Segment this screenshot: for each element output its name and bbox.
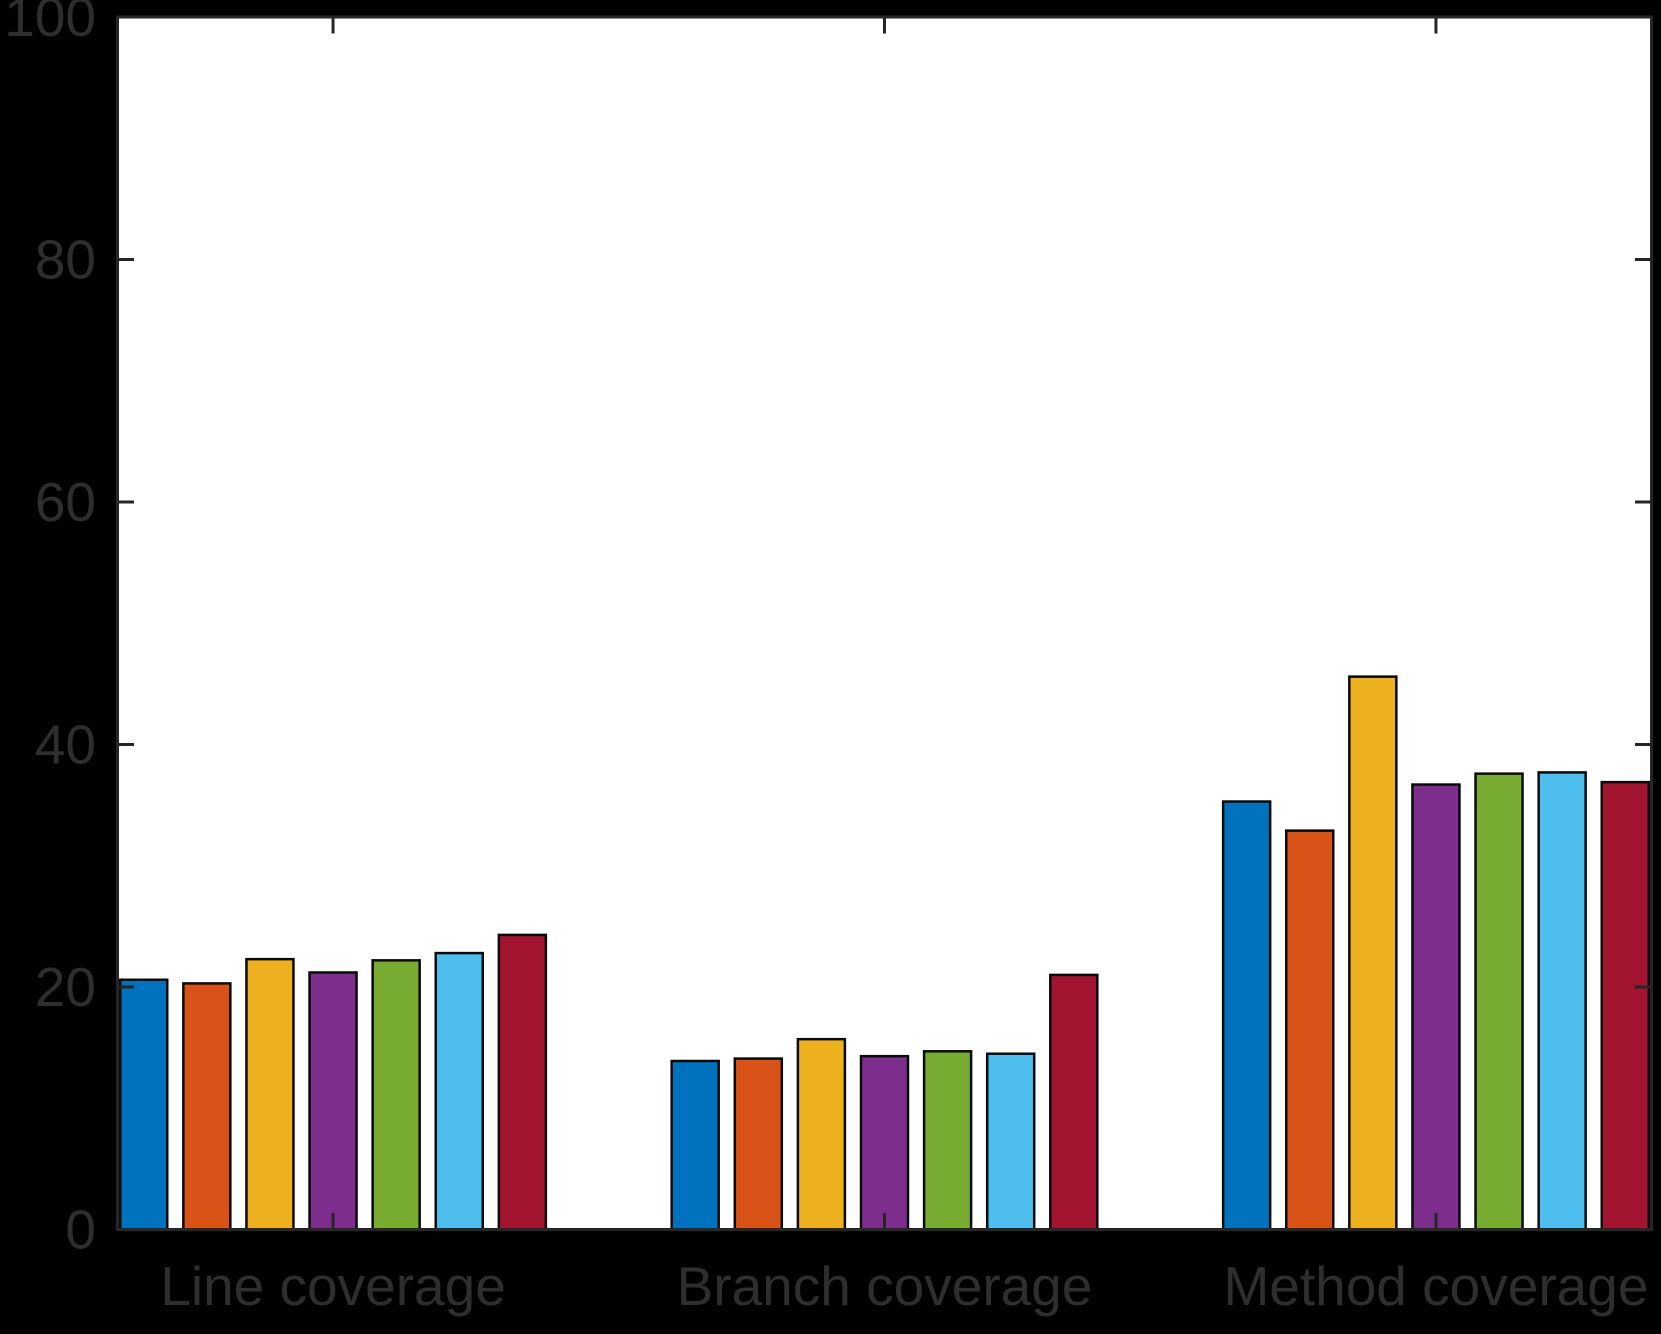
bar-series-1-blue-branch-coverage: [670, 1059, 720, 1233]
bar-series-3-yellow-line-coverage: [245, 957, 295, 1233]
y-tick-label: 0: [65, 1198, 96, 1260]
bar-series-4-purple-branch-coverage: [859, 1054, 910, 1233]
bar-series-2-orange-method-coverage: [1285, 829, 1335, 1233]
bar-series-7-dark-red-method-coverage: [1600, 780, 1650, 1233]
bar-series-5-green-method-coverage: [1474, 772, 1524, 1233]
x-category-label: Branch coverage: [677, 1255, 1093, 1317]
bar-series-7-dark-red-branch-coverage: [1049, 973, 1099, 1233]
bar-series-2-orange-branch-coverage: [733, 1057, 784, 1233]
bar-series-1-blue-method-coverage: [1221, 800, 1272, 1233]
bar-series-6-light-blue-method-coverage: [1537, 771, 1587, 1233]
y-tick-label: 40: [35, 713, 96, 775]
x-category-label: Method coverage: [1223, 1255, 1648, 1317]
bar-series-2-orange-line-coverage: [182, 982, 232, 1233]
y-tick-label: 100: [4, 0, 96, 48]
bar-series-7-dark-red-line-coverage: [497, 933, 548, 1233]
bar-series-4-purple-method-coverage: [1411, 783, 1461, 1233]
bar-series-4-purple-line-coverage: [308, 971, 358, 1233]
bar-series-6-light-blue-line-coverage: [434, 951, 484, 1233]
y-tick-label: 60: [35, 471, 96, 533]
bar-series-3-yellow-branch-coverage: [796, 1037, 847, 1233]
x-category-label: Line coverage: [160, 1255, 506, 1317]
bar-series-1-blue-line-coverage: [119, 978, 169, 1233]
bar-series-5-green-line-coverage: [371, 959, 421, 1233]
bar-series-3-yellow-method-coverage: [1348, 675, 1398, 1233]
bar-series-5-green-branch-coverage: [922, 1050, 973, 1233]
bar-series-6-light-blue-branch-coverage: [985, 1052, 1036, 1233]
y-tick-label: 80: [35, 228, 96, 290]
y-tick-label: 20: [35, 956, 96, 1018]
